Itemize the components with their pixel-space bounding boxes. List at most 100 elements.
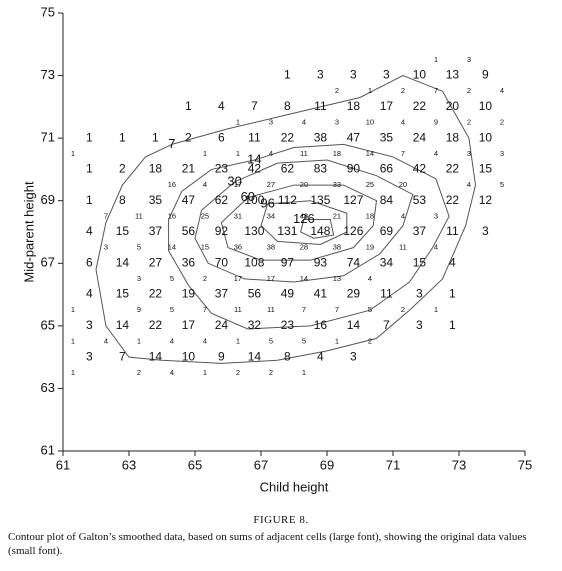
small-count: 4 <box>401 211 405 220</box>
x-axis-title: Child height <box>260 479 329 494</box>
large-count: 6 <box>86 255 93 269</box>
large-count: 14 <box>149 349 163 363</box>
x-tick-label: 71 <box>386 457 400 472</box>
y-tick-label: 65 <box>41 317 55 332</box>
large-count: 18 <box>149 162 163 176</box>
large-count: 1 <box>449 287 456 301</box>
small-count: 1 <box>236 336 240 345</box>
small-count: 16 <box>168 180 176 189</box>
small-count: 19 <box>366 243 374 252</box>
y-tick-label: 71 <box>41 130 55 145</box>
large-count: 32 <box>248 318 262 332</box>
small-count: 4 <box>170 368 174 377</box>
large-count: 37 <box>149 224 163 238</box>
large-count: 21 <box>182 162 196 176</box>
small-count: 3 <box>137 274 141 283</box>
large-count: 70 <box>215 255 229 269</box>
large-count: 62 <box>281 162 295 176</box>
contour-line <box>194 159 414 283</box>
large-count: 11 <box>314 99 327 113</box>
small-count: 11 <box>399 243 407 252</box>
small-count: 1 <box>236 117 240 126</box>
large-count: 56 <box>182 224 196 238</box>
large-count: 131 <box>277 224 297 238</box>
large-count: 1 <box>185 99 192 113</box>
small-count: 5 <box>170 305 174 314</box>
large-count: 10 <box>182 349 196 363</box>
small-count: 4 <box>368 274 372 283</box>
large-count: 35 <box>380 130 394 144</box>
y-tick-label: 75 <box>41 4 55 19</box>
large-count: 38 <box>314 130 328 144</box>
y-tick-label: 67 <box>41 255 55 270</box>
small-count: 7 <box>401 149 405 158</box>
contour-label: 7 <box>168 136 175 151</box>
small-count: 9 <box>434 117 438 126</box>
small-count: 7 <box>335 305 339 314</box>
small-count: 2 <box>236 368 240 377</box>
small-count: 5 <box>302 336 306 345</box>
large-count: 126 <box>343 224 363 238</box>
small-count: 4 <box>434 243 438 252</box>
large-count: 6 <box>218 130 225 144</box>
small-count: 3 <box>467 149 471 158</box>
contour-line <box>300 218 335 239</box>
large-count: 24 <box>215 318 229 332</box>
large-count: 97 <box>281 255 295 269</box>
large-count: 4 <box>86 287 93 301</box>
large-count: 4 <box>86 224 93 238</box>
contour-label: 14 <box>247 151 261 166</box>
small-count: 3 <box>104 243 108 252</box>
large-count: 29 <box>347 287 361 301</box>
small-count: 5 <box>170 274 174 283</box>
small-count: 33 <box>333 180 341 189</box>
large-count: 100 <box>244 193 264 207</box>
large-count: 10 <box>479 99 493 113</box>
large-count: 2 <box>185 130 192 144</box>
contour-label: 60 <box>241 189 255 204</box>
large-count: 14 <box>347 318 361 332</box>
small-count: 2 <box>269 368 273 377</box>
small-count: 36 <box>234 243 242 252</box>
figure-label: FIGURE 8. <box>253 514 309 526</box>
large-count: 37 <box>215 287 229 301</box>
large-count: 49 <box>281 287 295 301</box>
small-count: 21 <box>333 211 341 220</box>
large-count: 3 <box>482 224 489 238</box>
large-count: 4 <box>317 349 324 363</box>
small-count: 5 <box>368 305 372 314</box>
large-count: 23 <box>215 162 229 176</box>
small-count: 25 <box>201 211 209 220</box>
large-count: 8 <box>284 99 291 113</box>
y-tick-label: 73 <box>41 67 55 82</box>
large-count: 3 <box>383 68 390 82</box>
small-count: 11 <box>300 149 308 158</box>
small-count: 18 <box>366 211 374 220</box>
small-count: 2 <box>467 117 471 126</box>
small-count: 4 <box>302 117 306 126</box>
large-count: 15 <box>116 224 130 238</box>
large-count: 83 <box>314 162 328 176</box>
small-count: 3 <box>434 211 438 220</box>
large-count: 19 <box>182 287 196 301</box>
large-count: 90 <box>347 162 361 176</box>
small-count: 7 <box>434 86 438 95</box>
small-count: 1 <box>434 55 438 64</box>
small-count: 4 <box>434 149 438 158</box>
small-count: 17 <box>267 274 275 283</box>
small-count: 13 <box>333 274 341 283</box>
large-count: 66 <box>380 162 394 176</box>
small-count: 34 <box>267 211 275 220</box>
large-count: 148 <box>310 224 330 238</box>
large-count: 69 <box>380 224 394 238</box>
large-count: 135 <box>310 193 330 207</box>
small-count: 9 <box>137 305 141 314</box>
x-tick-label: 65 <box>188 457 202 472</box>
small-count: 2 <box>401 86 405 95</box>
contour-line <box>220 184 378 261</box>
small-count: 2 <box>203 274 207 283</box>
small-count: 11 <box>267 305 275 314</box>
large-count: 112 <box>278 193 297 207</box>
small-count: 20 <box>300 180 308 189</box>
